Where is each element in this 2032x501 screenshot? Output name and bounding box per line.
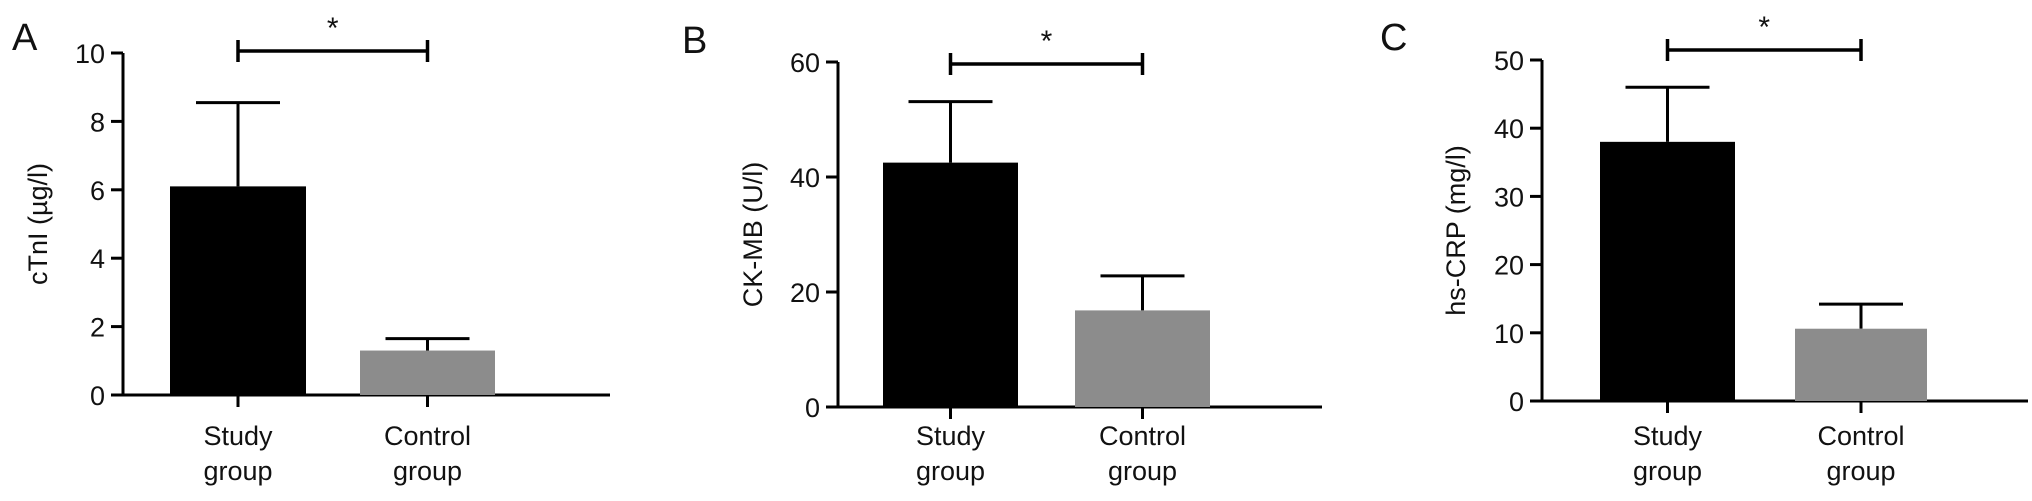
y-tick-label: 40	[790, 163, 820, 193]
category-label: group	[1826, 456, 1895, 486]
bar	[360, 350, 495, 395]
y-tick-label: 8	[90, 107, 105, 137]
panel-letter: B	[682, 20, 707, 62]
bar	[1600, 141, 1735, 401]
category-label: Study	[1633, 421, 1703, 451]
y-tick-label: 10	[75, 39, 105, 69]
y-tick-label: 50	[1494, 46, 1524, 76]
chart-panel-b: B 0 20 40 60 CK-MB (U/l) Study group Control grou…	[682, 20, 1322, 486]
category-label: group	[203, 456, 272, 486]
y-tick-label: 2	[90, 313, 105, 343]
chart-panel-c: C 0 10 20 30 40 50 hs-CRP (mg/l) Study group Contr…	[1380, 11, 2028, 486]
category-label: Control	[1099, 421, 1186, 451]
y-axis-title: CK-MB (U/l)	[738, 162, 768, 307]
y-tick-label: 0	[805, 393, 820, 423]
bar	[1795, 328, 1927, 401]
bar	[170, 186, 306, 395]
y-tick-label: 40	[1494, 114, 1524, 144]
category-label: Control	[384, 421, 471, 451]
y-tick-label: 60	[790, 48, 820, 78]
category-label: Control	[1817, 421, 1904, 451]
bar	[883, 162, 1018, 407]
y-axis-title: cTnI (µg/l)	[23, 163, 53, 285]
bar	[1075, 310, 1210, 407]
panel-letter: C	[1380, 17, 1407, 59]
significance-star: *	[1041, 25, 1053, 58]
y-tick-label: 0	[90, 381, 105, 411]
significance-star: *	[327, 12, 339, 45]
y-tick-label: 0	[1509, 387, 1524, 417]
y-tick-label: 30	[1494, 182, 1524, 212]
y-tick-label: 6	[90, 176, 105, 206]
y-tick-label: 20	[1494, 251, 1524, 281]
category-label: group	[1633, 456, 1702, 486]
category-label: group	[393, 456, 462, 486]
significance-star: *	[1758, 11, 1770, 44]
category-label: group	[1108, 456, 1177, 486]
y-tick-label: 10	[1494, 319, 1524, 349]
chart-panel-a: A 0 2 4 6 8 10 cTnI (µg/l) Study group Control grou…	[12, 12, 610, 486]
category-label: group	[916, 456, 985, 486]
category-label: Study	[916, 421, 986, 451]
panel-letter: A	[12, 17, 38, 59]
y-tick-label: 4	[90, 244, 105, 274]
category-label: Study	[203, 421, 273, 451]
y-tick-label: 20	[790, 278, 820, 308]
y-axis-title: hs-CRP (mg/l)	[1441, 145, 1471, 316]
